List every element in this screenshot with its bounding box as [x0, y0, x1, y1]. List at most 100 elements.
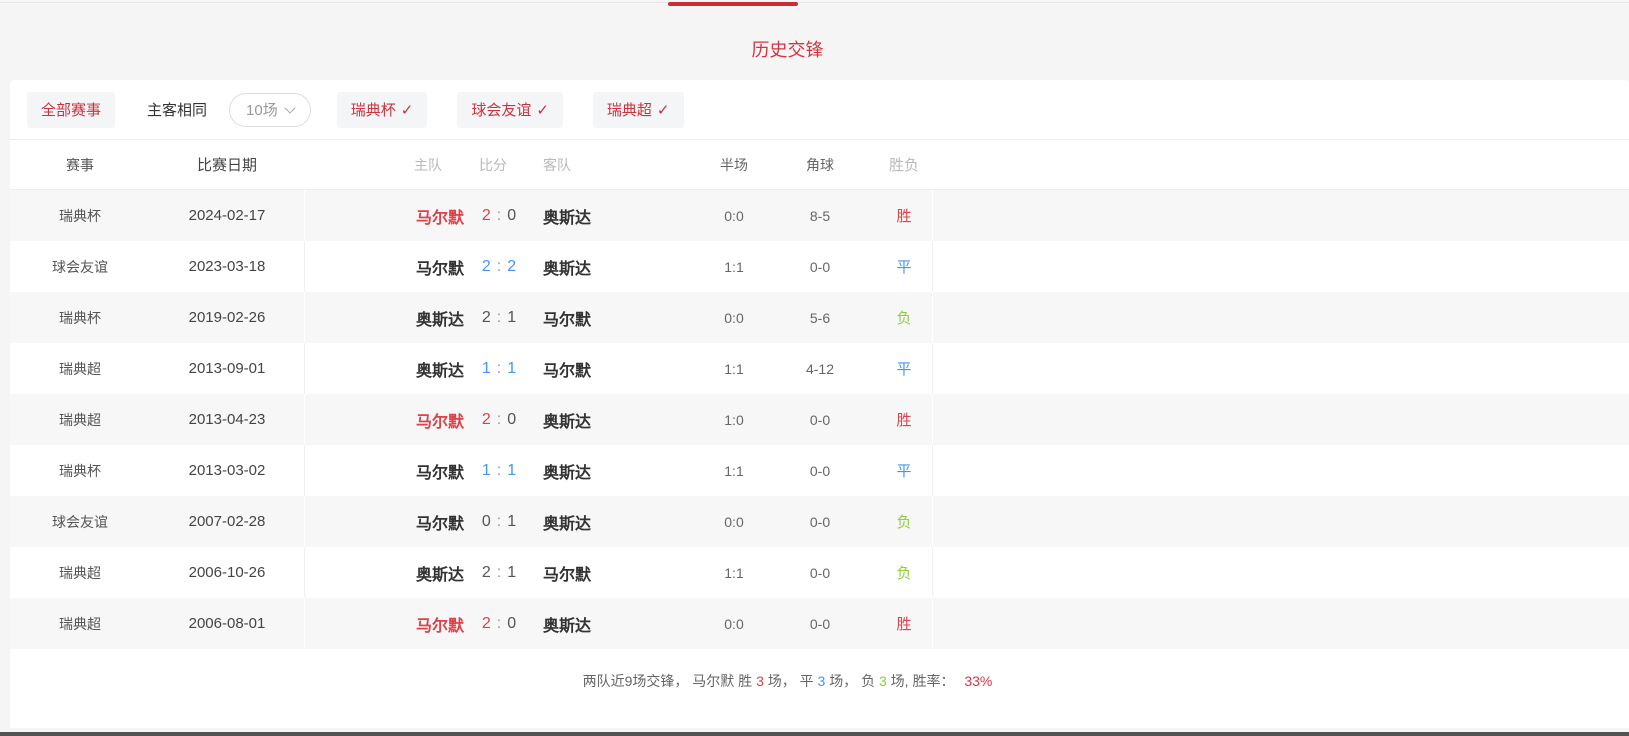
- competition-filter-pill[interactable]: 球会友谊 ✓: [457, 91, 563, 128]
- row-result: 胜: [896, 208, 912, 225]
- table-row: 瑞典超 2006-10-26 奥斯达 2 : 1 马尔默 1:1 0-0 负: [10, 547, 1629, 598]
- competition-filter-label: 球会友谊: [471, 102, 532, 119]
- row-corners: 0-0: [809, 411, 831, 428]
- column-divider: [932, 343, 933, 394]
- row-home-team: 马尔默: [415, 260, 464, 278]
- col-header-score: 比分: [479, 156, 507, 173]
- summary-draw-count: 3: [817, 673, 826, 689]
- summary-mid1: 场， 平: [763, 673, 818, 689]
- score-colon: :: [496, 206, 502, 224]
- row-competition: 瑞典超: [59, 564, 101, 581]
- row-result: 负: [896, 514, 912, 531]
- row-competition: 瑞典杯: [59, 309, 101, 326]
- row-away-team: 马尔默: [543, 362, 592, 380]
- row-home-team: 奥斯达: [415, 362, 464, 380]
- home-score: 0: [481, 512, 491, 530]
- home-score: 2: [481, 206, 491, 224]
- table-row: 球会友谊 2023-03-18 马尔默 2 : 2 奥斯达 1:1 0-0 平: [10, 241, 1629, 292]
- summary-prefix: 两队近9场交锋， 马尔默 胜: [582, 673, 757, 689]
- col-header-result: 胜负: [888, 157, 919, 174]
- row-halftime-score: 1:1: [724, 258, 744, 275]
- home-score: 1: [481, 359, 491, 377]
- column-divider: [304, 394, 305, 445]
- filter-all-events-label: 全部赛事: [41, 102, 102, 119]
- top-divider-line: [0, 2, 1629, 3]
- row-score: 2 : 0: [464, 394, 534, 445]
- page-title: 历史交锋: [751, 40, 824, 60]
- score-colon: :: [496, 512, 502, 530]
- away-score: 1: [507, 563, 517, 581]
- filter-same-venue[interactable]: 主客相同: [147, 102, 208, 119]
- table-row: 瑞典超 2013-04-23 马尔默 2 : 0 奥斯达 1:0 0-0 胜: [10, 394, 1629, 445]
- row-away-team: 奥斯达: [543, 260, 592, 278]
- score-colon: :: [496, 257, 502, 275]
- row-halftime-score: 0:0: [724, 615, 744, 632]
- row-result: 胜: [896, 616, 912, 633]
- row-result: 负: [896, 310, 912, 327]
- summary-mid3: 场, 胜率：: [886, 673, 959, 689]
- match-count-dropdown[interactable]: 10场: [229, 92, 311, 127]
- row-result: 平: [896, 259, 912, 276]
- check-icon: ✓: [400, 101, 414, 119]
- check-icon: ✓: [536, 101, 549, 119]
- competition-filter-label: 瑞典超: [606, 102, 652, 119]
- column-divider: [932, 241, 933, 292]
- chevron-down-icon: [284, 101, 296, 114]
- table-row: 球会友谊 2007-02-28 马尔默 0 : 1 奥斯达 0:0 0-0 负: [10, 496, 1629, 547]
- row-halftime-score: 0:0: [724, 513, 744, 530]
- row-home-team: 马尔默: [415, 209, 464, 227]
- summary-mid2: 场， 负: [825, 673, 879, 689]
- away-score: 1: [507, 359, 517, 377]
- row-score: 0 : 1: [464, 496, 534, 547]
- row-score: 1 : 1: [464, 343, 534, 394]
- bottom-dark-bar: [0, 732, 1629, 736]
- row-away-team: 奥斯达: [543, 209, 592, 227]
- home-score: 2: [481, 257, 491, 275]
- column-divider: [932, 445, 933, 496]
- home-score: 2: [481, 614, 491, 632]
- table-body: 瑞典杯 2024-02-17 马尔默 2 : 0 奥斯达 0:0 8-5 胜 球…: [10, 190, 1629, 649]
- table-row: 瑞典杯 2013-03-02 马尔默 1 : 1 奥斯达 1:1 0-0 平: [10, 445, 1629, 496]
- away-score: 0: [507, 614, 517, 632]
- row-score: 2 : 2: [464, 241, 534, 292]
- score-colon: :: [496, 614, 502, 632]
- col-header-home: 主队: [414, 156, 442, 173]
- row-corners: 8-5: [809, 207, 831, 224]
- row-halftime-score: 0:0: [724, 309, 744, 326]
- column-divider: [304, 190, 305, 241]
- competition-filter-pill[interactable]: 瑞典超 ✓: [592, 91, 684, 128]
- summary-win-count: 3: [756, 673, 764, 689]
- competition-filter-label: 瑞典杯: [350, 102, 396, 119]
- row-corners: 5-6: [809, 309, 831, 326]
- row-date: 2013-04-23: [188, 411, 266, 428]
- row-result: 胜: [896, 412, 912, 429]
- table-row: 瑞典超 2006-08-01 马尔默 2 : 0 奥斯达 0:0 0-0 胜: [10, 598, 1629, 649]
- table-header-row: 赛事 比赛日期 主队 比分 客队 半场 角球 胜负: [10, 140, 1629, 190]
- row-score: 2 : 1: [464, 292, 534, 343]
- away-score: 1: [507, 512, 517, 530]
- filter-all-events[interactable]: 全部赛事: [27, 91, 116, 128]
- column-divider: [304, 496, 305, 547]
- column-divider: [932, 547, 933, 598]
- row-corners: 4-12: [805, 360, 835, 377]
- row-competition: 瑞典超: [59, 360, 101, 377]
- column-divider: [932, 292, 933, 343]
- row-halftime-score: 1:0: [724, 411, 744, 428]
- row-away-team: 马尔默: [543, 311, 592, 329]
- summary-loss-count: 3: [879, 673, 887, 689]
- score-colon: :: [496, 359, 502, 377]
- row-away-team: 奥斯达: [543, 464, 592, 482]
- row-halftime-score: 1:1: [724, 360, 744, 377]
- home-score: 2: [481, 410, 491, 428]
- match-count-value: 10场: [246, 102, 278, 119]
- column-divider: [304, 292, 305, 343]
- row-competition: 瑞典杯: [59, 462, 101, 479]
- row-home-team: 奥斯达: [415, 311, 464, 329]
- competition-filter-pill[interactable]: 瑞典杯 ✓: [336, 91, 428, 128]
- row-home-team: 马尔默: [415, 464, 464, 482]
- row-result: 负: [896, 565, 912, 582]
- table-row: 瑞典超 2013-09-01 奥斯达 1 : 1 马尔默 1:1 4-12 平: [10, 343, 1629, 394]
- row-score: 1 : 1: [464, 445, 534, 496]
- row-home-team: 马尔默: [415, 515, 464, 533]
- row-date: 2006-10-26: [188, 564, 266, 581]
